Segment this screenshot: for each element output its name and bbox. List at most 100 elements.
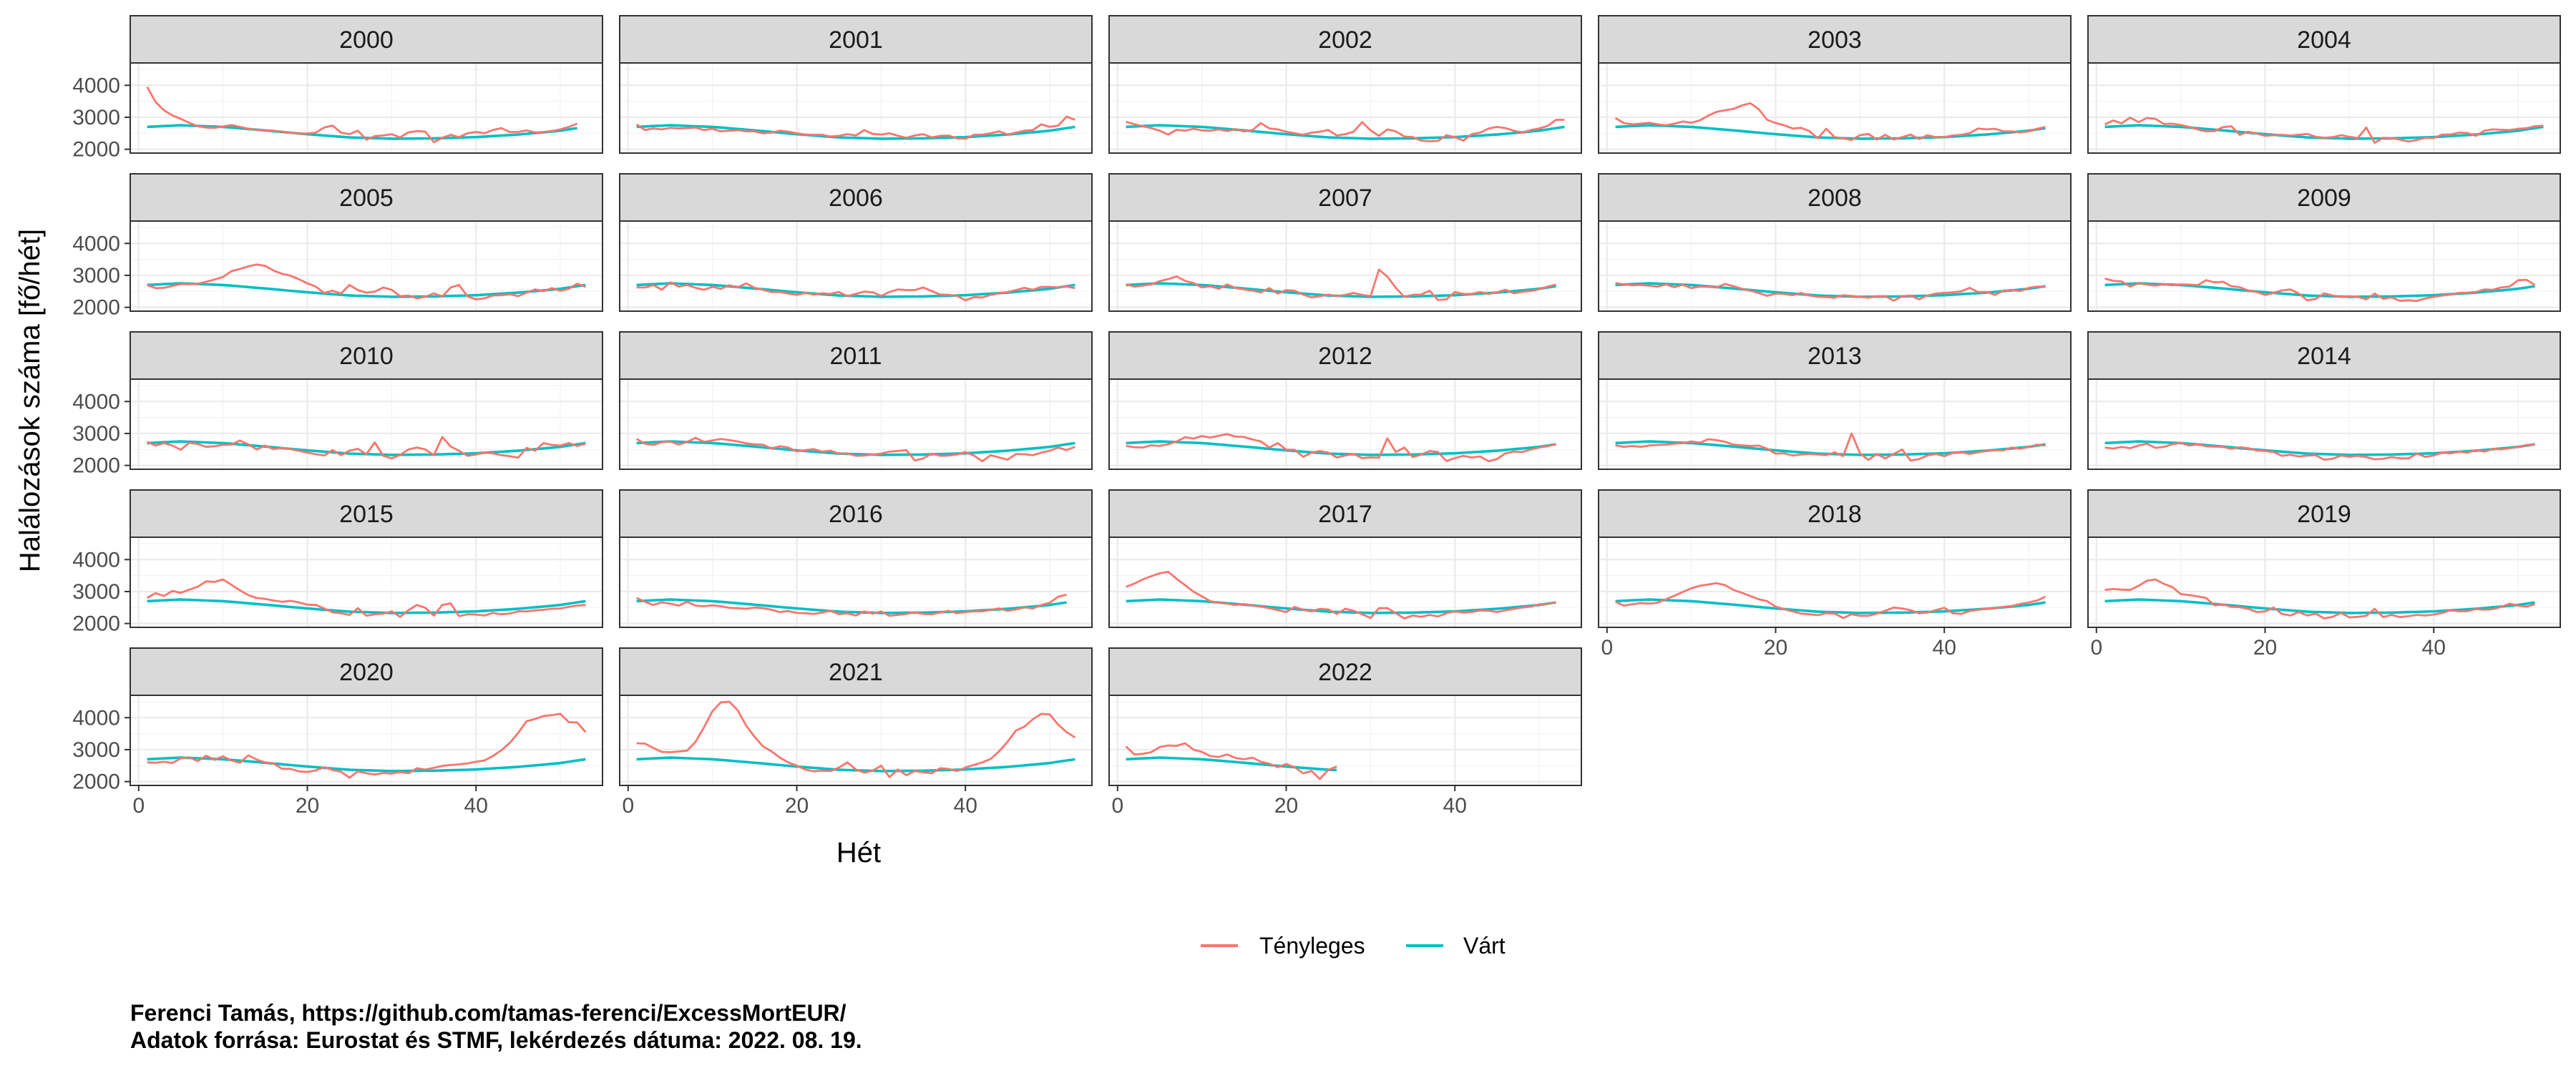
panel-border	[619, 378, 1093, 470]
strip-label-2013: 2013	[1807, 343, 1862, 370]
facet-panel-2021: 2021 0 20 40	[619, 647, 1093, 818]
strip-label-2019: 2019	[2297, 501, 2351, 528]
y-tick-label: 2000	[72, 296, 120, 320]
strip-label-2004: 2004	[2297, 26, 2351, 54]
x-tick-label: 40	[2422, 636, 2446, 660]
x-tick-label: 0	[2090, 636, 2102, 660]
caption-source: Adatok forrása: Eurostat és STMF, lekérd…	[130, 1027, 862, 1053]
strip-label-2012: 2012	[1318, 343, 1372, 370]
series-actual-line-2005	[147, 263, 586, 300]
x-tick-label: 0	[622, 794, 634, 818]
strip-label-2018: 2018	[1807, 501, 1862, 528]
facet-panel-2016: 2016	[619, 489, 1093, 628]
facet-panel-2017: 2017	[1108, 489, 1582, 628]
series-actual-line-2010	[147, 436, 586, 460]
series-actual-line-2019	[2104, 578, 2535, 619]
series-actual-line-2014	[2104, 441, 2535, 461]
series-actual-line-2012	[1126, 433, 1556, 463]
plot-bg	[1109, 63, 1581, 153]
panel-border	[2087, 536, 2561, 628]
strip-label-2007: 2007	[1318, 185, 1372, 212]
strip-2003	[1598, 15, 2072, 64]
facet-panel-2004: 2004	[2087, 15, 2561, 154]
strip-2006	[619, 173, 1093, 222]
plot-bg	[1109, 695, 1581, 785]
strip-2009	[2087, 173, 2561, 222]
panel-border	[1108, 695, 1582, 786]
series-expected-line-2015	[147, 598, 586, 614]
x-tick-label: 20	[296, 794, 319, 818]
series-expected-line-2002	[1126, 124, 1565, 140]
panel-border	[2087, 220, 2561, 312]
y-tick-label: 2000	[72, 612, 120, 636]
strip-label-2022: 2022	[1318, 659, 1372, 686]
strip-2018	[1598, 489, 2072, 538]
y-tick-label: 2000	[72, 454, 120, 478]
strip-2001	[619, 15, 1093, 64]
y-tick-label: 4000	[72, 74, 120, 97]
strip-2008	[1598, 173, 2072, 222]
series-actual-line-2020	[147, 712, 587, 779]
plot-bg	[130, 221, 602, 311]
y-tick-label: 4000	[72, 706, 120, 730]
x-tick-label: 20	[1274, 794, 1298, 818]
x-tick-label: 40	[1933, 636, 1956, 660]
panel-border	[2087, 62, 2561, 154]
series-actual-line-2018	[1615, 582, 2046, 619]
plot-bg	[1599, 379, 2071, 469]
series-actual-line-2003	[1614, 102, 2046, 142]
strip-label-2000: 2000	[339, 26, 394, 54]
panel-border	[1108, 378, 1582, 470]
plot-bg	[2088, 379, 2560, 469]
facet-panel-2009: 2009	[2087, 173, 2561, 312]
strip-label-2014: 2014	[2297, 343, 2351, 370]
y-tick-label: 4000	[72, 390, 120, 413]
series-actual-line-2007	[1126, 268, 1556, 301]
x-tick-label: 40	[464, 794, 488, 818]
plot-bg	[1599, 63, 2071, 153]
facet-panel-2008: 2008	[1598, 173, 2072, 312]
panel-border	[130, 220, 603, 312]
series-expected-line-2005	[147, 282, 586, 298]
legend-label-expected: Várt	[1463, 933, 1506, 959]
series-expected-line-2012	[1126, 440, 1556, 456]
panel-border	[130, 378, 603, 470]
facet-panel-2001: 2001	[619, 15, 1093, 154]
panel-border	[1598, 62, 2072, 154]
panel-border	[619, 220, 1093, 312]
facet-panel-2010: 2010 2000 3000 4000	[72, 331, 603, 478]
plot-bg	[2088, 63, 2560, 153]
series-actual-line-2015	[146, 578, 586, 618]
facet-panel-2012: 2012	[1108, 331, 1582, 470]
facet-panel-2013: 2013	[1598, 331, 2072, 470]
y-tick-label: 3000	[72, 422, 120, 446]
y-tick-label: 2000	[72, 138, 120, 162]
y-tick-label: 4000	[72, 548, 120, 572]
legend-label-actual: Tényleges	[1259, 933, 1365, 959]
panel-border	[1108, 536, 1582, 628]
plot-bg	[130, 537, 602, 627]
x-axis-title: Hét	[836, 837, 881, 868]
series-actual-line-2001	[635, 115, 1075, 140]
panel-border	[1598, 378, 2072, 470]
plot-bg	[130, 695, 602, 785]
series-actual-line-2021	[636, 700, 1076, 778]
facet-panel-2015: 2015 2000 3000 4000	[72, 489, 603, 636]
strip-2019	[2087, 489, 2561, 538]
strip-label-2011: 2011	[829, 343, 882, 370]
strip-2021	[619, 647, 1093, 696]
strip-label-2008: 2008	[1807, 185, 1862, 212]
series-expected-line-2003	[1615, 124, 2046, 140]
panel-border	[619, 695, 1093, 786]
plot-bg	[2088, 221, 2560, 311]
strip-2005	[130, 173, 603, 222]
series-actual-line-2016	[636, 594, 1067, 617]
panel-border	[1108, 220, 1582, 312]
y-tick-label: 3000	[72, 106, 120, 129]
strip-label-2017: 2017	[1318, 501, 1372, 528]
strip-2002	[1108, 15, 1582, 64]
series-expected-line-2008	[1615, 282, 2046, 298]
strip-label-2001: 2001	[829, 26, 883, 54]
panel-border	[619, 62, 1093, 154]
